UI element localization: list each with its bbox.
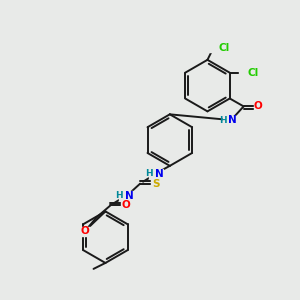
Text: Cl: Cl bbox=[248, 68, 259, 78]
Bar bbox=[151, 179, 161, 188]
Bar bbox=[223, 116, 237, 125]
Text: H: H bbox=[145, 169, 153, 178]
Text: O: O bbox=[122, 200, 130, 211]
Text: S: S bbox=[152, 179, 160, 189]
Text: N: N bbox=[125, 190, 134, 201]
Bar bbox=[239, 68, 256, 77]
Bar bbox=[121, 201, 131, 210]
Text: N: N bbox=[154, 169, 163, 179]
Bar bbox=[149, 169, 163, 178]
Bar bbox=[80, 227, 90, 236]
Text: Cl: Cl bbox=[218, 43, 230, 53]
Bar bbox=[254, 102, 262, 110]
Bar bbox=[119, 191, 133, 200]
Text: H: H bbox=[219, 116, 227, 125]
Text: O: O bbox=[253, 101, 262, 111]
Text: N: N bbox=[228, 115, 237, 125]
Text: H: H bbox=[116, 191, 123, 200]
Text: O: O bbox=[80, 226, 89, 236]
Bar bbox=[209, 44, 227, 52]
